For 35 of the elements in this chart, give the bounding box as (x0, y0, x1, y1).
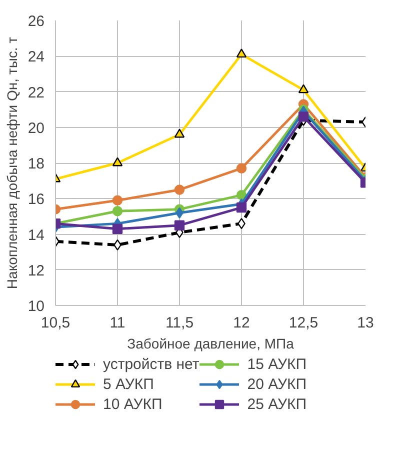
point (236, 202, 247, 213)
point (174, 184, 185, 195)
point (112, 195, 123, 206)
legend-label: 20 АУКП (247, 376, 307, 392)
point (112, 224, 123, 234)
y-tick-label: 24 (28, 48, 45, 66)
x-tick-label: 11,5 (165, 314, 194, 332)
x-tick-label: 12,5 (288, 314, 318, 332)
y-tick-label: 10 (28, 298, 45, 315)
legend-label: 25 АУКП (247, 396, 307, 412)
y-tick-label: 12 (28, 262, 45, 280)
y-tick-label: 14 (28, 226, 45, 244)
point (298, 84, 309, 94)
point (174, 220, 185, 230)
legend-label: 5 АУКП (103, 376, 154, 392)
y-axis-title: Накопленная добыча нефти Qн, тыс. т (4, 36, 20, 290)
point (112, 206, 123, 216)
y-tick-label: 16 (28, 191, 45, 208)
point (236, 163, 247, 174)
y-tick-label: 26 (28, 13, 45, 30)
y-tick-label: 22 (28, 84, 45, 102)
x-tick-label: 11 (110, 314, 126, 332)
legend-label: 10 АУКП (103, 396, 162, 412)
point (112, 157, 123, 166)
point (236, 48, 247, 58)
x-tick-label: 12 (233, 314, 250, 332)
x-axis-title: Забойное давление, МПа (127, 336, 294, 352)
x-tick-label: 10,5 (40, 314, 70, 332)
x-tick-label: 13 (357, 314, 374, 332)
point (298, 112, 309, 122)
point (174, 128, 185, 138)
y-tick-label: 20 (28, 120, 45, 137)
legend-label: устройств нет (103, 356, 200, 372)
legend-label: 15 АУКП (247, 356, 307, 372)
y-tick-label: 18 (28, 156, 45, 172)
